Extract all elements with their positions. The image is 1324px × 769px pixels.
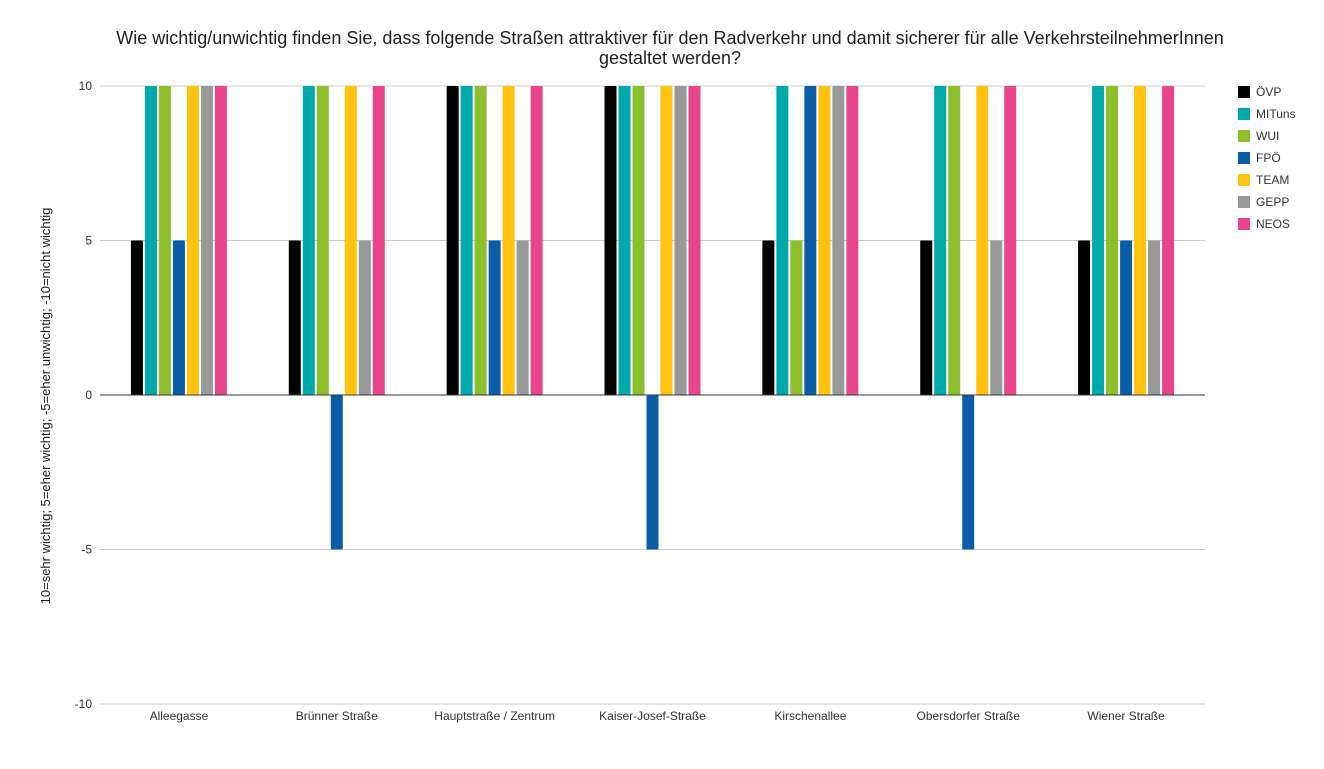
legend-swatch: [1238, 108, 1250, 120]
legend-label: MITuns: [1256, 107, 1296, 121]
legend-swatch: [1238, 152, 1250, 164]
y-tick-label: 10: [79, 79, 93, 93]
x-tick-label: Kirschenallee: [774, 709, 846, 723]
bar: [302, 86, 315, 395]
x-tick-label: Kaiser-Josef-Straße: [599, 709, 706, 723]
bar: [530, 86, 543, 395]
bar: [460, 86, 473, 395]
y-axis-label: 10=sehr wichtig; 5=eher wichtig; -5=eher…: [38, 208, 53, 605]
bar: [1092, 86, 1105, 395]
x-tick-label: Wiener Straße: [1087, 709, 1165, 723]
bar: [172, 240, 185, 395]
chart-title: Wie wichtig/unwichtig finden Sie, dass f…: [40, 28, 1300, 68]
bar: [214, 86, 227, 395]
x-tick-label: Brünner Straße: [296, 709, 378, 723]
legend-label: FPÖ: [1256, 151, 1281, 165]
bar: [1134, 86, 1147, 395]
bar: [804, 86, 817, 395]
x-tick-label: Alleegasse: [150, 709, 209, 723]
bar: [790, 240, 803, 395]
bar: [316, 86, 329, 395]
bar: [976, 86, 989, 395]
bar: [200, 86, 213, 395]
bar: [674, 86, 687, 395]
legend-label: GEPP: [1256, 195, 1289, 209]
legend-label: NEOS: [1256, 217, 1290, 231]
legend-swatch: [1238, 218, 1250, 230]
legend-label: WUI: [1256, 129, 1279, 143]
bar: [818, 86, 831, 395]
legend: ÖVP MITuns WUI FPÖ TEAM GEPP NEOS: [1238, 85, 1296, 231]
bar: [948, 86, 961, 395]
x-tick-labels: Alleegasse Brünner Straße Hauptstraße / Ze…: [150, 709, 1166, 723]
chart-title-line-1: Wie wichtig/unwichtig finden Sie, dass f…: [116, 28, 1224, 48]
bar: [186, 86, 199, 395]
bar: [488, 240, 501, 395]
bar: [762, 240, 775, 395]
x-tick-label: Obersdorfer Straße: [917, 709, 1021, 723]
bar: [776, 86, 789, 395]
bar: [1004, 86, 1017, 395]
bar: [358, 240, 371, 395]
bar: [474, 86, 487, 395]
bar: [990, 240, 1003, 395]
bar: [934, 86, 947, 395]
y-tick-label: -5: [81, 543, 92, 557]
bar: [646, 395, 659, 550]
y-tick-labels: 10 5 0 -5 -10: [75, 79, 93, 711]
bar: [846, 86, 859, 395]
y-tick-label: -10: [75, 697, 93, 711]
bar: [516, 240, 529, 395]
bar: [1120, 240, 1133, 395]
bar: [1148, 240, 1161, 395]
bar: [920, 240, 933, 395]
bar: [288, 240, 301, 395]
y-tick-label: 5: [85, 234, 92, 248]
bar: [446, 86, 459, 395]
bar: [372, 86, 385, 395]
bar: [688, 86, 701, 395]
bar: [962, 395, 975, 550]
bar: [1106, 86, 1119, 395]
bar: [660, 86, 673, 395]
bar: [1162, 86, 1175, 395]
bar: [502, 86, 515, 395]
bar: [330, 395, 343, 550]
y-tick-label: 0: [85, 388, 92, 402]
bar: [1078, 240, 1091, 395]
bar: [604, 86, 617, 395]
legend-label: ÖVP: [1256, 85, 1281, 99]
bar: [618, 86, 631, 395]
legend-swatch: [1238, 174, 1250, 186]
bar: [344, 86, 357, 395]
bar: [632, 86, 645, 395]
chart-title-line-2: gestaltet werden?: [598, 48, 742, 68]
legend-swatch: [1238, 86, 1250, 98]
bar: [130, 240, 143, 395]
bar: [158, 86, 171, 395]
x-tick-label: Hauptstraße / Zentrum: [434, 709, 555, 723]
bars: [130, 86, 1175, 550]
legend-swatch: [1238, 130, 1250, 142]
bar: [832, 86, 845, 395]
legend-swatch: [1238, 196, 1250, 208]
bar: [144, 86, 157, 395]
legend-label: TEAM: [1256, 173, 1289, 187]
